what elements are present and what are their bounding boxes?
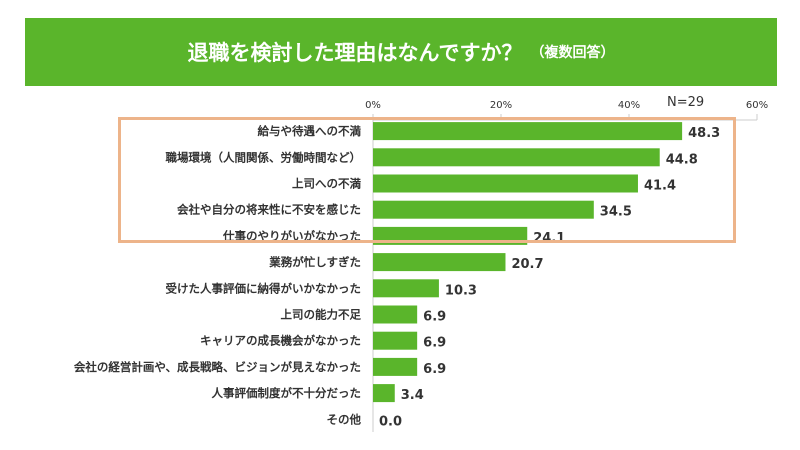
data-label: 6.9 (423, 362, 446, 377)
bar (373, 305, 418, 324)
bar (373, 148, 660, 167)
bar (373, 200, 594, 219)
chart-title: 退職を検討した理由はなんですか？ (187, 41, 523, 65)
data-label: 6.9 (423, 310, 446, 325)
bar (373, 357, 418, 376)
category-label: 会社の経営計画や、成長戦略、ビジョンが見えなかった (73, 360, 361, 374)
category-label: 仕事のやりがいがなかった (222, 229, 361, 243)
bar (373, 384, 395, 403)
category-label: その他 (327, 412, 362, 426)
bar (373, 122, 683, 141)
x-tick-label: 60% (746, 100, 768, 111)
data-label: 0.0 (379, 414, 402, 429)
data-label: 41.4 (644, 179, 676, 194)
category-label: 会社や自分の将来性に不安を感じた (176, 203, 361, 217)
x-tick-label: 0% (365, 100, 381, 111)
data-label: 48.3 (688, 126, 720, 141)
category-label: 上司の能力不足 (281, 308, 362, 322)
bar (373, 279, 439, 298)
data-label: 34.5 (600, 205, 632, 220)
category-label: 給与や待遇への不満 (258, 124, 362, 138)
category-label: 上司への不満 (292, 177, 361, 191)
x-tick-label: 20% (490, 100, 512, 111)
category-label: 人事評価制度が不十分だった (212, 386, 362, 400)
bar (373, 253, 506, 272)
data-label: 3.4 (401, 388, 424, 403)
data-label: 10.3 (445, 283, 477, 298)
sample-size-annotation: N=29 (667, 95, 705, 110)
category-label: 職場環境（人間関係、労働時間など） (166, 150, 362, 164)
category-label: 受けた人事評価に納得がいかなかった (166, 281, 362, 295)
data-label: 44.8 (666, 152, 698, 167)
category-label: 業務が忙しすぎた (268, 255, 361, 269)
category-label: キャリアの成長機会がなかった (200, 334, 361, 348)
highlight-box (118, 117, 736, 243)
chart-subtitle: （複数回答） (530, 45, 615, 61)
bar (373, 174, 638, 193)
bar (373, 331, 418, 350)
x-tick-label: 40% (618, 100, 640, 111)
data-label: 6.9 (423, 336, 446, 351)
data-label: 20.7 (511, 257, 543, 272)
title-banner: 退職を検討した理由はなんですか？ （複数回答） (25, 18, 777, 86)
